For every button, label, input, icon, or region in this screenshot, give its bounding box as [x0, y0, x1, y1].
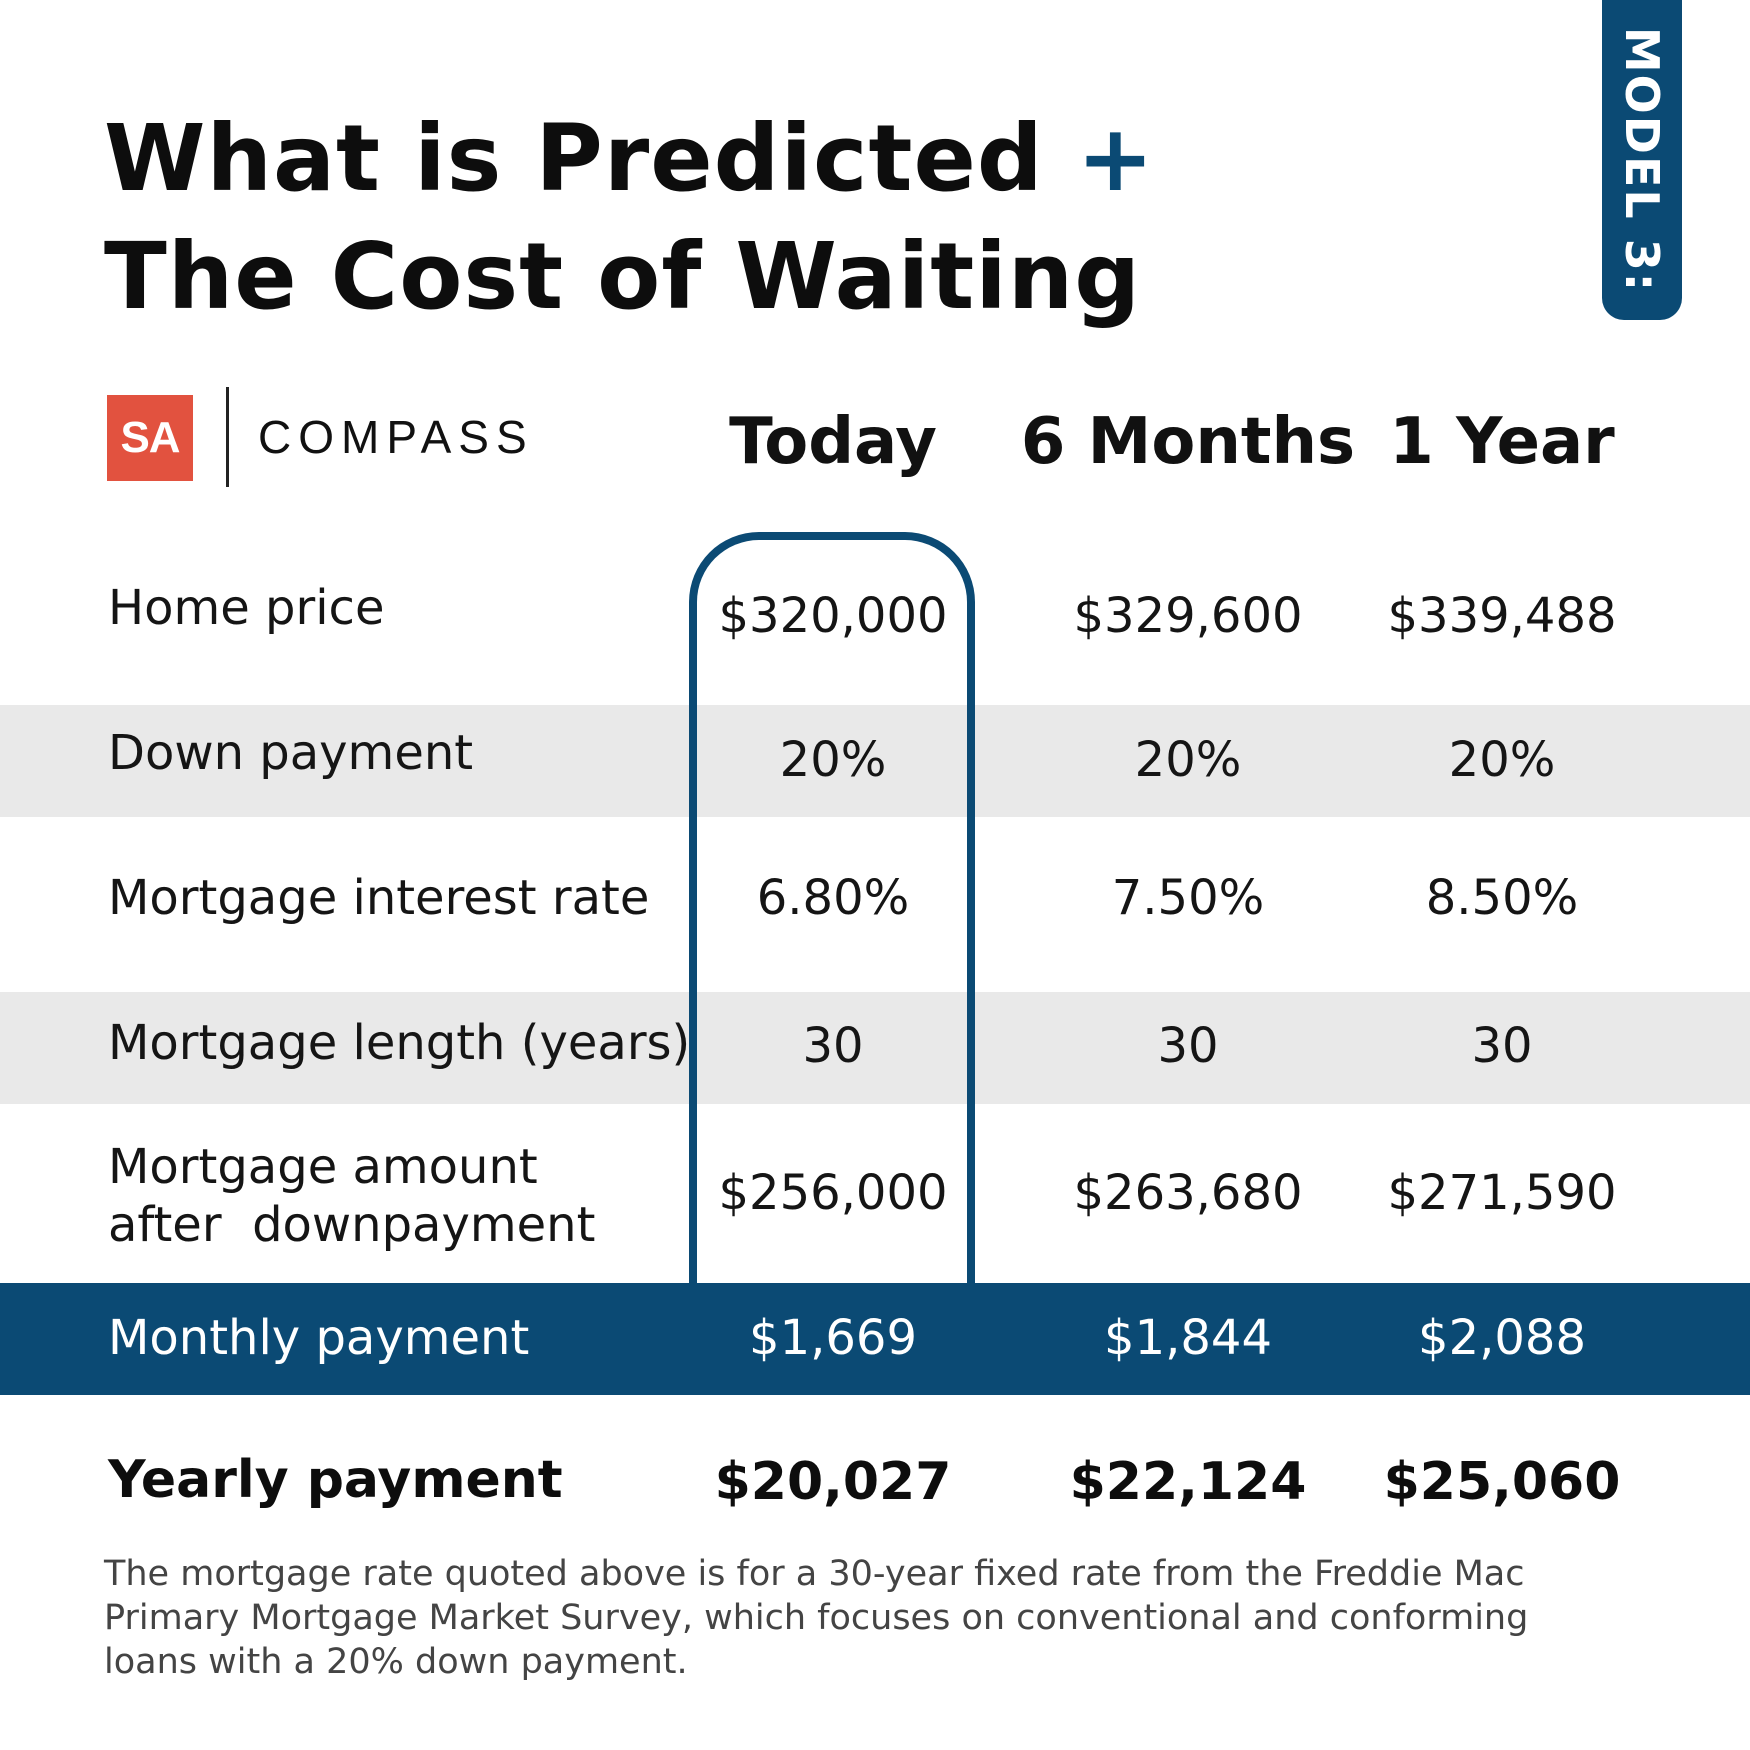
row-label-mortgage-length: Mortgage length (years) — [108, 1015, 691, 1071]
row-band-monthly-payment — [0, 1283, 1750, 1395]
cell-home-price-6-months: $329,600 — [1073, 588, 1303, 644]
cell-interest-rate-6-months: 7.50% — [1111, 870, 1265, 926]
cell-down-payment-6-months: 20% — [1134, 732, 1242, 788]
compass-logo: COMPASS — [258, 411, 534, 463]
row-label-down-payment: Down payment — [108, 725, 474, 781]
row-label-mortgage-amount-line-1: Mortgage amount — [108, 1139, 538, 1195]
cell-interest-rate-today: 6.80% — [756, 870, 910, 926]
cell-monthly-payment-1-year: $2,088 — [1418, 1310, 1586, 1366]
column-header-6-months: 6 Months — [1020, 405, 1356, 479]
cell-mortgage-amount-6-months: $263,680 — [1073, 1165, 1303, 1221]
model-tab-label: MODEL 3: — [1615, 26, 1669, 294]
cell-down-payment-1-year: 20% — [1448, 732, 1556, 788]
plus-icon: + — [1076, 105, 1155, 212]
column-header-1-year: 1 Year — [1389, 405, 1615, 479]
cell-monthly-payment-today: $1,669 — [749, 1310, 917, 1366]
row-label-monthly-payment: Monthly payment — [108, 1310, 530, 1366]
sa-logo: SA — [107, 395, 193, 481]
row-label-mortgage-amount: Mortgage amount after downpayment — [108, 1138, 595, 1254]
cell-yearly-payment-today: $20,027 — [714, 1452, 952, 1512]
cell-home-price-1-year: $339,488 — [1387, 588, 1617, 644]
row-label-mortgage-amount-line-2: after downpayment — [108, 1197, 596, 1253]
title-line-2: The Cost of Waiting — [104, 223, 1142, 330]
row-label-yearly-payment: Yearly payment — [108, 1450, 563, 1510]
cell-down-payment-today: 20% — [779, 732, 887, 788]
cell-monthly-payment-6-months: $1,844 — [1104, 1310, 1272, 1366]
title-line-1: What is Predicted — [104, 105, 1044, 212]
cell-mortgage-length-1-year: 30 — [1471, 1018, 1533, 1074]
cell-mortgage-amount-today: $256,000 — [718, 1165, 948, 1221]
model-tab: MODEL 3: — [1602, 0, 1682, 320]
cell-mortgage-length-today: 30 — [802, 1018, 864, 1074]
column-header-today: Today — [729, 405, 937, 479]
row-band-down-payment — [0, 705, 1750, 817]
cell-yearly-payment-6-months: $22,124 — [1069, 1452, 1307, 1512]
page-title: What is Predicted + The Cost of Waiting — [104, 100, 1155, 336]
row-label-interest-rate: Mortgage interest rate — [108, 870, 650, 926]
row-label-home-price: Home price — [108, 580, 385, 636]
cell-mortgage-amount-1-year: $271,590 — [1387, 1165, 1617, 1221]
cell-interest-rate-1-year: 8.50% — [1425, 870, 1579, 926]
cell-mortgage-length-6-months: 30 — [1157, 1018, 1219, 1074]
row-band-mortgage-length — [0, 992, 1750, 1104]
cell-home-price-today: $320,000 — [718, 588, 948, 644]
logo-divider — [226, 387, 229, 487]
cell-yearly-payment-1-year: $25,060 — [1383, 1452, 1621, 1512]
footnote: The mortgage rate quoted above is for a … — [104, 1554, 1529, 1682]
